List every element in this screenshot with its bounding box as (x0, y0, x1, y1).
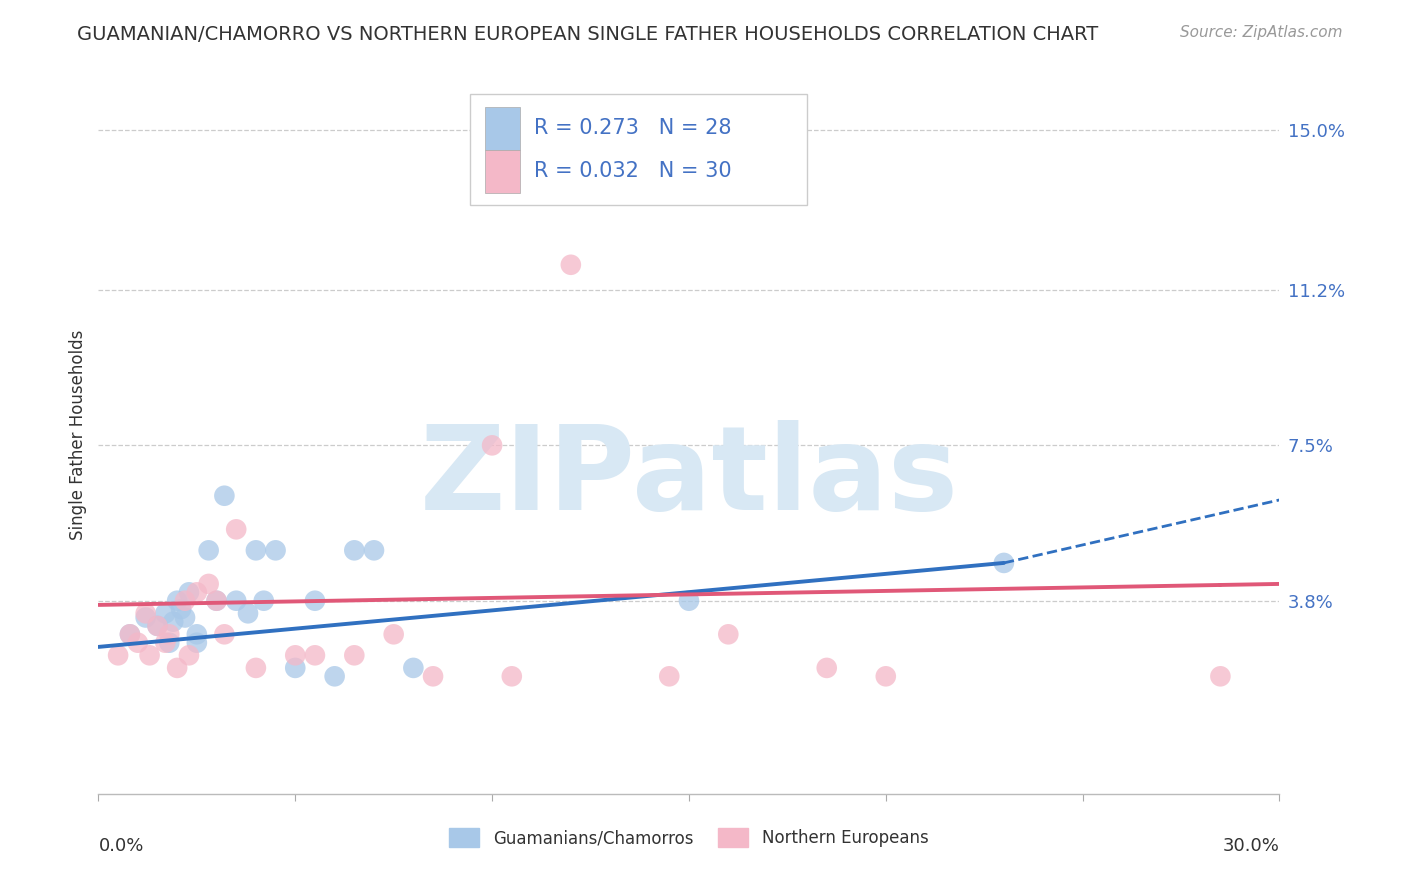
Point (323, 669, 346, 683)
Point (205, 593, 228, 607)
Legend: Guamanians/Chamorros, Northern Europeans: Guamanians/Chamorros, Northern Europeans (443, 822, 935, 854)
Point (197, 577, 219, 591)
Point (717, 627, 740, 641)
Point (146, 619, 169, 633)
Point (177, 648, 200, 663)
Text: ZIPatlas: ZIPatlas (419, 420, 959, 535)
Point (1209, 669, 1232, 683)
Point (157, 636, 180, 650)
Point (170, 602, 193, 616)
Point (174, 610, 197, 624)
Point (225, 593, 247, 607)
Point (214, 489, 236, 503)
Point (197, 543, 219, 558)
Point (560, 258, 582, 272)
Point (875, 669, 897, 683)
Point (245, 543, 267, 558)
Point (402, 661, 425, 675)
Point (245, 661, 267, 675)
Point (363, 543, 385, 558)
Point (993, 556, 1015, 570)
Text: GUAMANIAN/CHAMORRO VS NORTHERN EUROPEAN SINGLE FATHER HOUSEHOLDS CORRELATION CHA: GUAMANIAN/CHAMORRO VS NORTHERN EUROPEAN … (77, 25, 1098, 44)
Point (135, 607, 157, 621)
Point (304, 648, 326, 663)
Text: 0.0%: 0.0% (98, 837, 143, 855)
Point (155, 636, 177, 650)
Point (501, 669, 523, 683)
Bar (485, 150, 520, 193)
Point (135, 610, 157, 624)
Point (382, 627, 405, 641)
Text: 30.0%: 30.0% (1223, 837, 1279, 855)
Point (343, 648, 366, 663)
Point (253, 593, 276, 607)
Point (284, 661, 307, 675)
Point (264, 543, 287, 558)
Point (186, 585, 208, 599)
Text: R = 0.032   N = 30: R = 0.032 N = 30 (534, 161, 733, 181)
Point (127, 636, 149, 650)
Point (155, 607, 177, 621)
Point (225, 522, 247, 536)
Point (146, 619, 169, 633)
Point (284, 648, 307, 663)
Bar (485, 107, 520, 150)
Point (186, 636, 208, 650)
Point (118, 627, 141, 641)
Point (205, 593, 228, 607)
Text: R = 0.273   N = 28: R = 0.273 N = 28 (534, 119, 731, 138)
Point (422, 669, 444, 683)
Point (236, 607, 259, 621)
Point (138, 648, 160, 663)
Point (157, 627, 180, 641)
Point (107, 648, 129, 663)
Point (166, 661, 188, 675)
FancyBboxPatch shape (471, 94, 807, 205)
Point (174, 593, 197, 607)
Point (162, 615, 184, 629)
Text: Source: ZipAtlas.com: Source: ZipAtlas.com (1180, 25, 1343, 40)
Point (177, 585, 200, 599)
Point (214, 627, 236, 641)
Point (658, 669, 681, 683)
Point (304, 593, 326, 607)
Point (166, 593, 188, 607)
Point (186, 627, 208, 641)
Point (481, 438, 503, 452)
Point (815, 661, 838, 675)
Y-axis label: Single Father Households: Single Father Households (69, 330, 87, 540)
Point (343, 543, 366, 558)
Point (118, 627, 141, 641)
Point (678, 593, 700, 607)
